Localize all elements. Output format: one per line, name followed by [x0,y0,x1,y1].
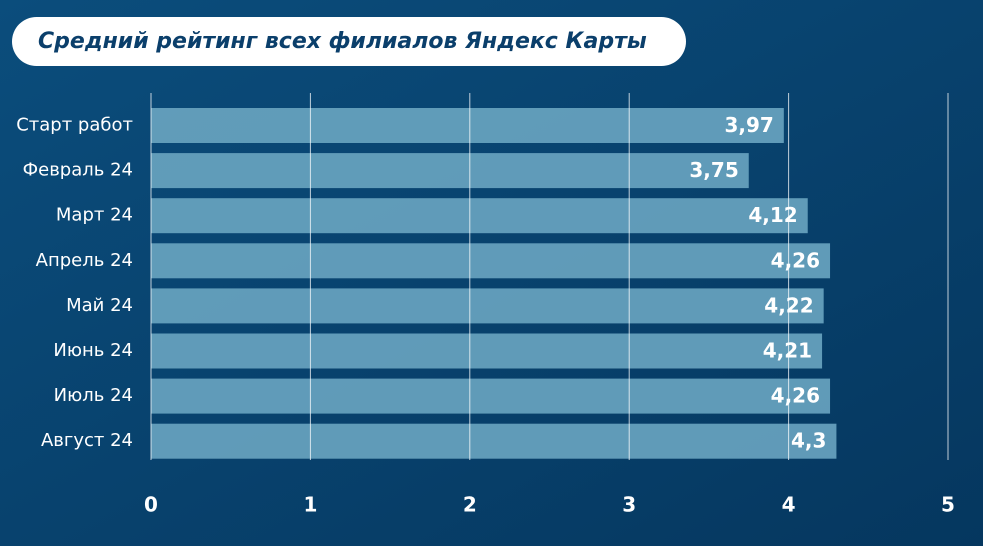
value-label: 4,22 [764,293,813,317]
y-tick-label: Февраль 24 [23,160,133,181]
chart-title: Средний рейтинг всех филиалов Яндекс Кар… [38,29,647,54]
x-tick-label: 3 [622,493,636,517]
value-label: 4,26 [771,384,820,408]
y-tick-label: Старт работ [16,115,133,136]
bar [151,378,831,414]
title-pill [12,17,686,66]
x-tick-label: 2 [463,493,477,517]
x-tick-label: 5 [941,493,955,517]
value-label: 4,3 [791,429,826,453]
y-tick-label: Апрель 24 [36,250,133,271]
x-tick-label: 4 [782,493,796,517]
bar [151,108,784,143]
value-label: 3,97 [724,113,773,137]
bar [151,333,823,369]
y-tick-label: Май 24 [66,295,133,316]
y-tick-label: Август 24 [41,430,133,451]
value-label: 4,26 [771,248,820,272]
value-label: 4,21 [763,339,812,363]
y-tick-label: Март 24 [56,205,133,226]
bar [151,423,837,459]
bar [151,288,824,324]
y-tick-label: Июнь 24 [53,340,133,361]
y-tick-label: Июль 24 [54,385,133,406]
value-label: 3,75 [689,158,738,182]
bar [151,153,749,189]
bar [151,198,808,234]
x-tick-label: 1 [303,493,317,517]
value-label: 4,12 [748,203,797,227]
bar [151,243,831,279]
x-tick-label: 0 [144,493,158,517]
